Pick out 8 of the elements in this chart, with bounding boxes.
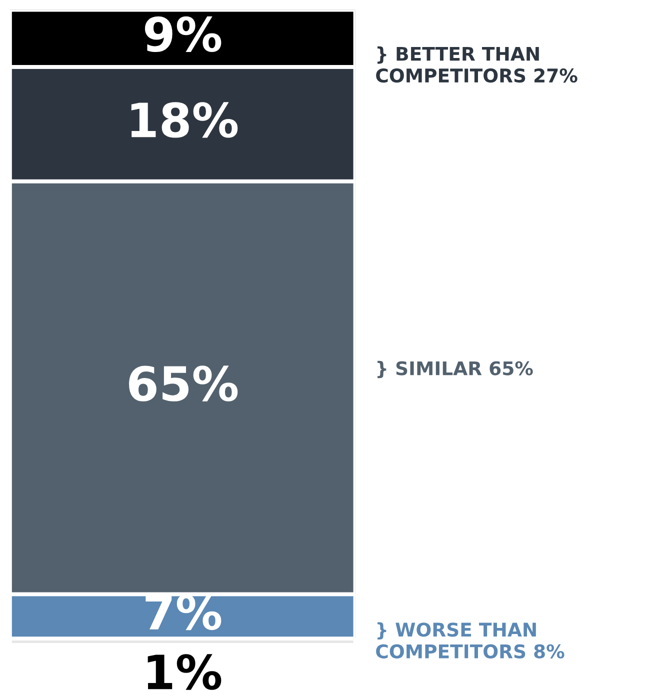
data-label: 9% bbox=[144, 16, 222, 52]
text: } BETTER THAN COMPETITORS 27% bbox=[376, 46, 578, 83]
data-label: 7% bbox=[146, 594, 222, 630]
data-label: 1% bbox=[148, 654, 222, 690]
text: } WORSE THAN COMPETITORS 8% bbox=[376, 622, 564, 658]
text: } SIMILAR 65% bbox=[378, 360, 533, 378]
data-label: 65% bbox=[129, 366, 238, 402]
data-label: 18% bbox=[131, 102, 238, 138]
